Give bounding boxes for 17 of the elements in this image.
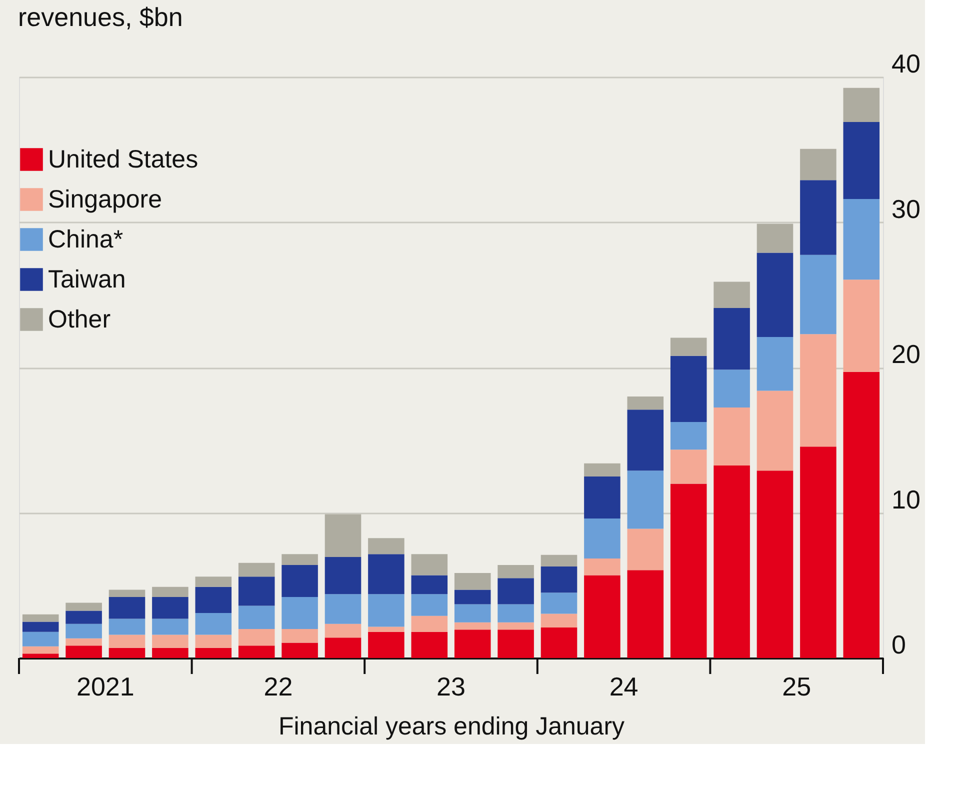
x-tick-label: 24 (609, 672, 638, 702)
y-tick-label: 0 (892, 630, 906, 660)
legend-label: Taiwan (48, 266, 126, 294)
x-tick-label: 22 (264, 672, 293, 702)
y-tick-label: 20 (892, 339, 920, 369)
x-tick-label: 2021 (76, 672, 134, 702)
y-tick-label: 40 (892, 48, 920, 78)
legend-label: China* (48, 226, 124, 254)
y-tick-label: 30 (892, 194, 920, 224)
legend-label: United States (48, 146, 198, 174)
x-tick-label: 25 (782, 672, 812, 702)
x-axis-title: Financial years ending January (278, 712, 626, 740)
chart-title: revenues, $bn (18, 2, 183, 32)
legend-label: Other (48, 306, 111, 334)
legend-label: Singapore (48, 186, 162, 214)
x-tick-label: 23 (436, 672, 466, 702)
y-tick-label: 10 (892, 484, 920, 514)
